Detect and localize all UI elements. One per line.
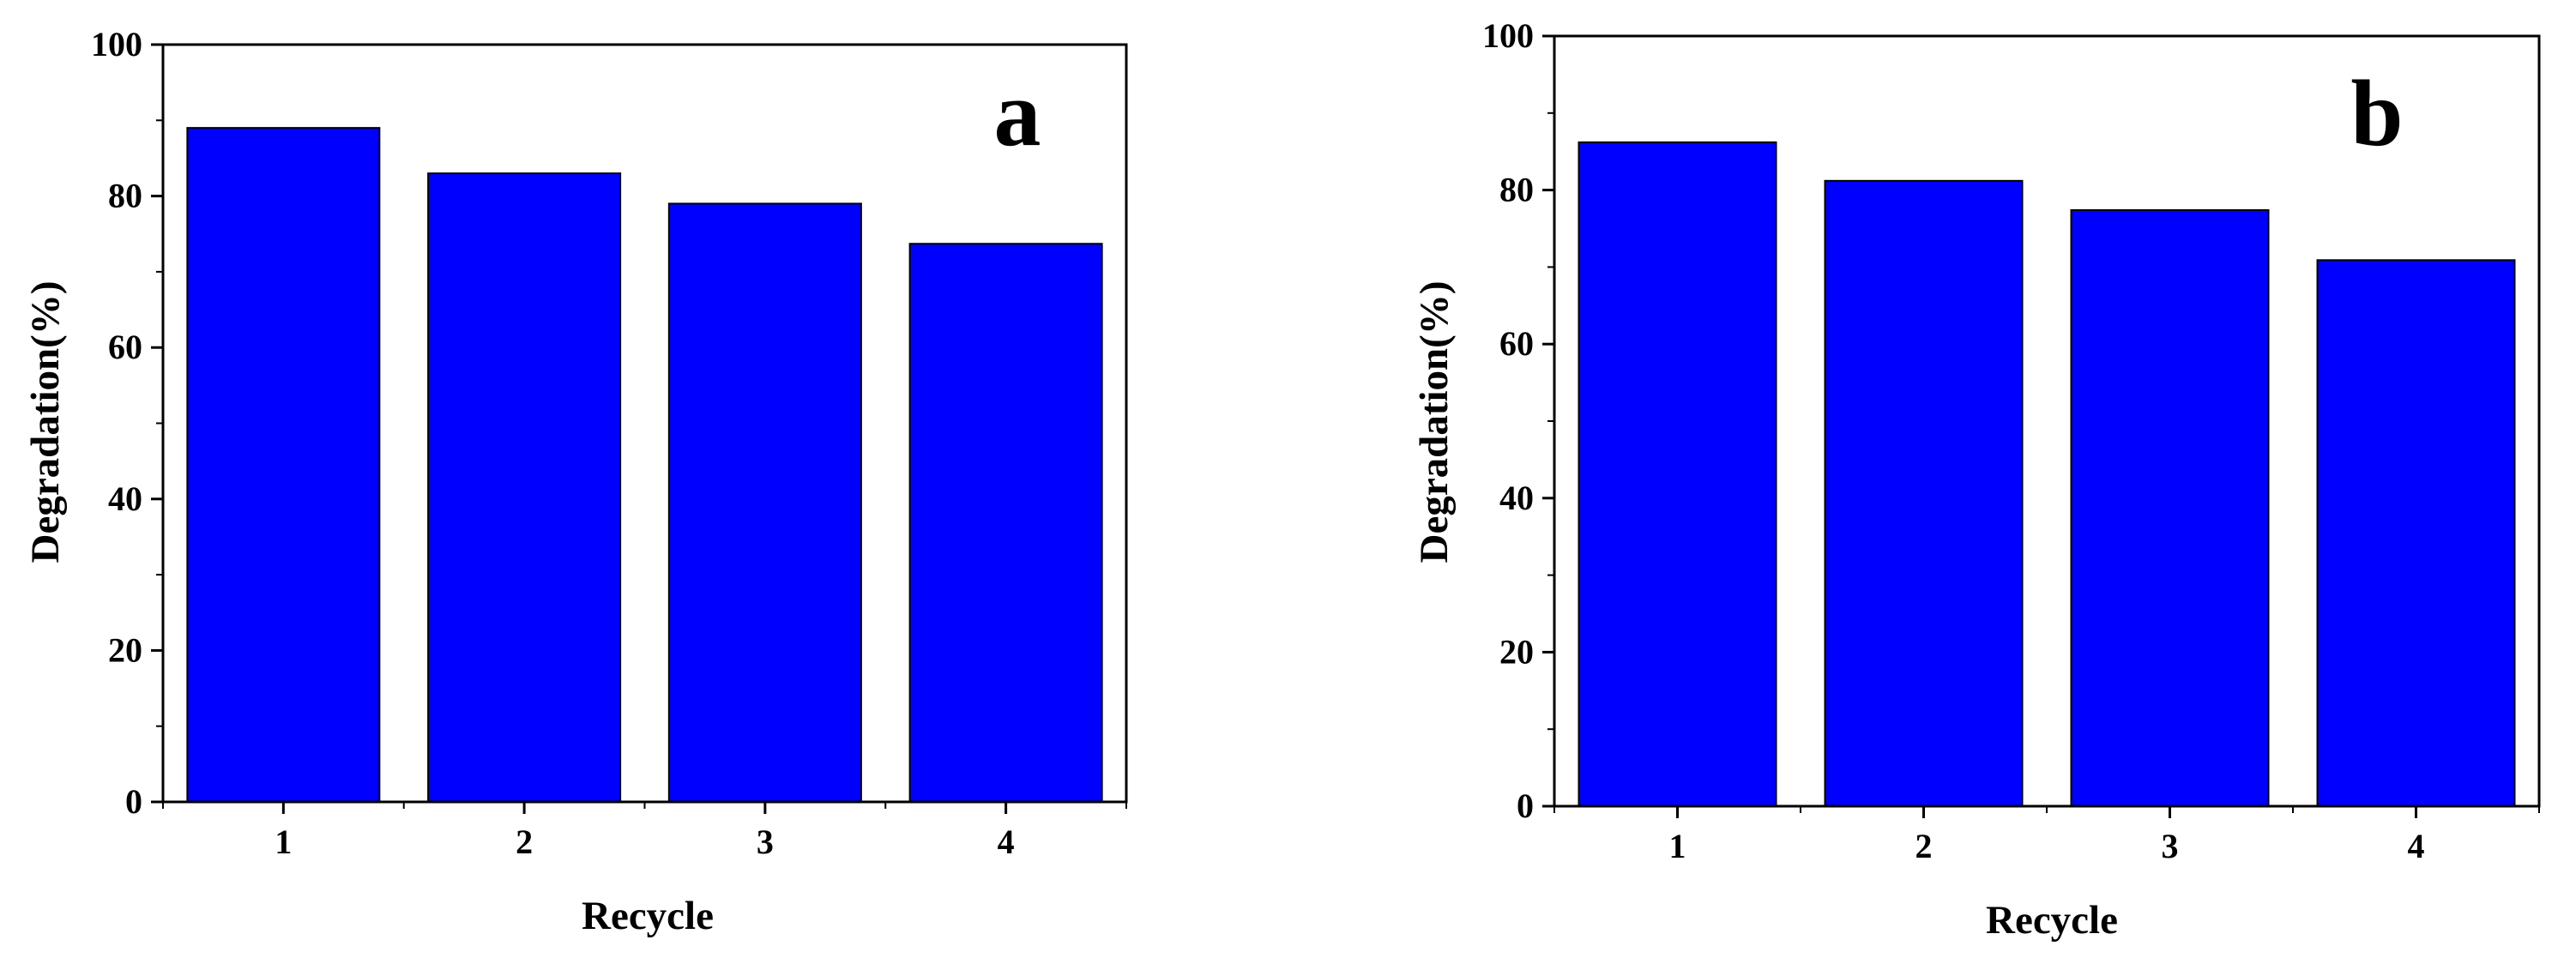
x-tick-label: 2 <box>516 822 533 861</box>
x-tick-label: 1 <box>274 822 292 861</box>
y-axis-title: Degradation(%) <box>23 281 68 563</box>
x-tick-label: 4 <box>2408 827 2425 865</box>
x-tick-label: 1 <box>1669 827 1686 865</box>
y-tick-label: 40 <box>1499 479 1534 517</box>
y-tick-label: 20 <box>108 630 142 669</box>
bar <box>2316 259 2516 807</box>
bar <box>186 127 381 803</box>
y-axis-title: Degradation(%) <box>1412 281 1457 563</box>
y-tick-label: 80 <box>108 177 142 215</box>
y-tick-label: 60 <box>1499 324 1534 363</box>
x-tick-label: 4 <box>998 822 1015 861</box>
y-tick-label: 100 <box>1482 16 1534 55</box>
bar <box>908 243 1103 803</box>
x-tick-label: 3 <box>757 822 774 861</box>
x-tick-label: 3 <box>2162 827 2179 865</box>
bar <box>1578 141 1777 807</box>
bar <box>2070 208 2270 807</box>
panel-letter: a <box>994 61 1041 166</box>
chart-panel-b: Degradation(%) Recycle b 0 20 40 60 80 100 1 2 3… <box>1412 16 2541 943</box>
y-tick-label: 60 <box>108 328 142 366</box>
bar <box>667 202 862 803</box>
y-tick-label: 100 <box>91 25 142 63</box>
y-tick-label: 20 <box>1499 632 1534 671</box>
y-tick-label: 80 <box>1499 171 1534 209</box>
y-tick-label: 0 <box>1517 786 1534 825</box>
x-axis-title: Recycle <box>582 894 714 938</box>
x-tick-label: 2 <box>1915 827 1933 865</box>
bar <box>427 172 622 804</box>
chart-panel-a: Degradation(%) Recycle a 0 20 40 60 80 100 1 2 3… <box>23 25 1128 938</box>
y-tick-label: 0 <box>125 782 142 821</box>
panel-letter: b <box>2350 61 2403 166</box>
x-axis-title: Recycle <box>1986 898 2118 943</box>
y-tick-label: 40 <box>108 479 142 518</box>
bar <box>1824 179 2024 808</box>
